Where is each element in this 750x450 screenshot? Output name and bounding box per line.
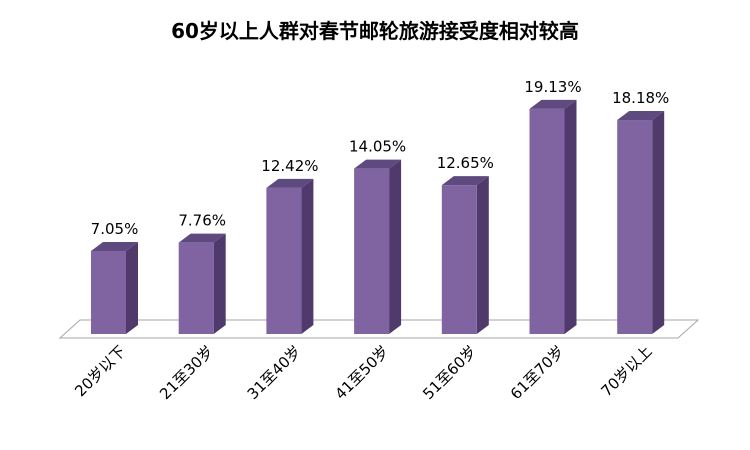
chart-title: 60岁以上人群对春节邮轮旅游接受度相对较高	[171, 19, 579, 43]
bar-4	[354, 159, 402, 334]
bars-layer	[91, 99, 665, 335]
bar-top	[91, 242, 138, 252]
bar-front	[266, 187, 302, 334]
value-label-2: 7.76%	[178, 212, 226, 230]
bar-top	[441, 176, 489, 186]
bar-side	[126, 242, 138, 334]
value-label-5: 12.65%	[437, 154, 494, 172]
bar-front	[617, 120, 653, 335]
bar-front	[354, 168, 390, 334]
bar-side	[301, 178, 314, 334]
category-label-5: 51至60岁	[419, 342, 480, 403]
bar-side	[476, 176, 489, 334]
bar-front	[529, 108, 565, 334]
category-labels-layer: 20岁以下 21至30岁 31至40岁 41至50岁 51至60岁 61至70岁 70岁以上	[71, 342, 655, 403]
bar-top	[178, 233, 226, 243]
value-label-3: 12.42%	[261, 157, 318, 175]
bar-side	[652, 111, 665, 335]
bar-6	[529, 99, 577, 334]
bar-top	[617, 111, 665, 121]
bar-1	[91, 242, 138, 334]
category-label-2: 21至30岁	[156, 342, 217, 403]
value-label-1: 7.05%	[91, 220, 139, 238]
category-label-7: 70岁以上	[597, 342, 655, 400]
bar-top	[354, 159, 402, 169]
bar-side	[564, 99, 577, 334]
bar-side	[389, 159, 402, 334]
bar-front	[91, 251, 126, 334]
value-label-6: 19.13%	[524, 78, 581, 96]
bar-7	[617, 111, 665, 335]
value-label-7: 18.18%	[612, 89, 669, 107]
bar-5	[441, 176, 489, 334]
category-label-6: 61至70岁	[507, 342, 568, 403]
bar-2	[178, 233, 226, 334]
value-label-4: 14.05%	[349, 138, 406, 156]
category-label-4: 41至50岁	[331, 342, 392, 403]
bar-front	[178, 242, 214, 334]
bar-3	[266, 178, 314, 334]
bar-front	[441, 185, 477, 334]
bar-top	[529, 99, 577, 109]
bar-top	[266, 178, 314, 188]
bar-side	[213, 233, 226, 334]
category-label-3: 31至40岁	[244, 342, 305, 403]
labels-layer: 7.05% 7.76% 12.42% 14.05% 12.65% 19.13% 18.18%	[91, 78, 670, 238]
category-label-1: 20岁以下	[71, 342, 129, 400]
